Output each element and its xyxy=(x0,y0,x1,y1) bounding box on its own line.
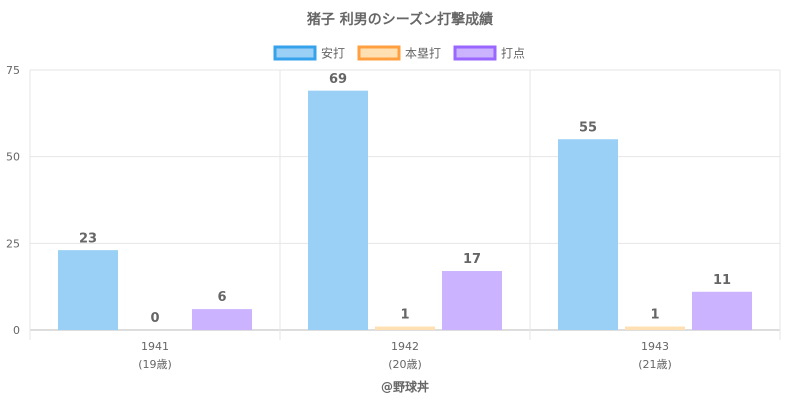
chart-title: 猪子 利男のシーズン打撃成績 xyxy=(306,11,493,28)
y-tick-label: 50 xyxy=(6,151,20,164)
x-tick-label: 1942 xyxy=(391,340,419,353)
legend-label: 安打 xyxy=(321,46,345,61)
x-tick-label: 1943 xyxy=(641,340,669,353)
bar[interactable] xyxy=(58,250,118,330)
grid xyxy=(29,69,781,340)
legend-item-2[interactable]: 本塁打 xyxy=(357,45,441,61)
bar[interactable] xyxy=(692,291,752,330)
y-tick-label: 25 xyxy=(6,237,20,250)
data-label: 0 xyxy=(150,311,159,326)
data-label: 1 xyxy=(650,308,659,323)
x-tick-sublabel: (21歳) xyxy=(638,358,672,371)
legend: 安打 本塁打 打点 xyxy=(273,45,525,61)
legend-swatch xyxy=(357,45,401,61)
legend-swatch xyxy=(453,45,497,61)
legend-item-1[interactable]: 安打 xyxy=(273,45,345,61)
data-label: 6 xyxy=(217,290,226,305)
y-tick-label: 75 xyxy=(6,64,20,77)
x-axis-ticks: 1941 (19歳) 1942 (20歳) 1943 (21歳) xyxy=(138,340,672,371)
data-label: 69 xyxy=(329,72,347,87)
legend-swatch xyxy=(273,45,317,61)
data-label: 23 xyxy=(79,231,97,246)
data-label: 1 xyxy=(400,308,409,323)
data-label: 17 xyxy=(463,252,481,267)
bar[interactable] xyxy=(558,139,618,330)
legend-label: 本塁打 xyxy=(405,47,441,61)
x-tick-label: 1941 xyxy=(141,340,169,353)
data-label: 11 xyxy=(713,273,731,288)
bar[interactable] xyxy=(442,271,502,330)
x-tick-sublabel: (19歳) xyxy=(138,358,172,371)
y-tick-label: 0 xyxy=(13,324,20,337)
y-axis-ticks: 0 25 50 75 xyxy=(6,64,20,337)
legend-label: 打点 xyxy=(501,47,525,61)
data-label: 55 xyxy=(579,120,597,135)
source-caption: @野球丼 xyxy=(381,379,429,394)
x-tick-sublabel: (20歳) xyxy=(388,358,422,371)
bar[interactable] xyxy=(308,90,368,330)
legend-item-3[interactable]: 打点 xyxy=(453,45,525,61)
bars xyxy=(58,90,752,330)
bar[interactable] xyxy=(192,309,252,330)
